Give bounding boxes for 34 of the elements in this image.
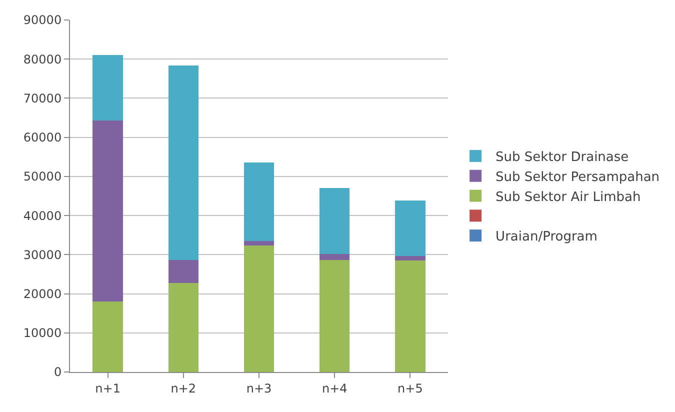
bar (319, 254, 350, 260)
x-tick-label: n+4 (322, 381, 348, 396)
legend-label: Uraian/Program (496, 230, 598, 245)
bar (168, 283, 199, 372)
x-tick-label: n+5 (398, 381, 423, 396)
bar (92, 302, 123, 372)
y-tick-label: 30000 (23, 248, 62, 262)
y-tick-label: 0 (54, 365, 62, 380)
y-tick-label: 90000 (23, 13, 62, 28)
bar (168, 260, 199, 284)
y-tick-label: 50000 (23, 170, 62, 184)
y-tick-label: 70000 (23, 91, 62, 106)
legend-label: Sub Sektor Drainase (496, 150, 629, 166)
bar (244, 246, 274, 372)
bar (395, 256, 426, 261)
bar (395, 200, 426, 256)
legend-label: Sub Sektor Air Limbah (496, 190, 641, 205)
legend-label: Sub Sektor Persampahan (496, 170, 660, 185)
y-tick-label: 60000 (23, 130, 62, 145)
y-tick-label: 10000 (23, 326, 62, 340)
x-tick-label: n+1 (95, 381, 120, 396)
y-tick-label: 40000 (23, 208, 62, 223)
x-tick-label: n+3 (246, 381, 272, 396)
y-tick-label: 20000 (23, 286, 62, 301)
bar (92, 55, 123, 121)
y-tick-label: 80000 (23, 52, 62, 66)
bar (244, 240, 274, 246)
bar (319, 188, 350, 254)
bar (319, 260, 350, 372)
x-tick-label: n+2 (170, 381, 196, 396)
bar (395, 260, 426, 372)
bar (244, 162, 274, 241)
bar (92, 120, 123, 302)
bar (168, 65, 199, 260)
